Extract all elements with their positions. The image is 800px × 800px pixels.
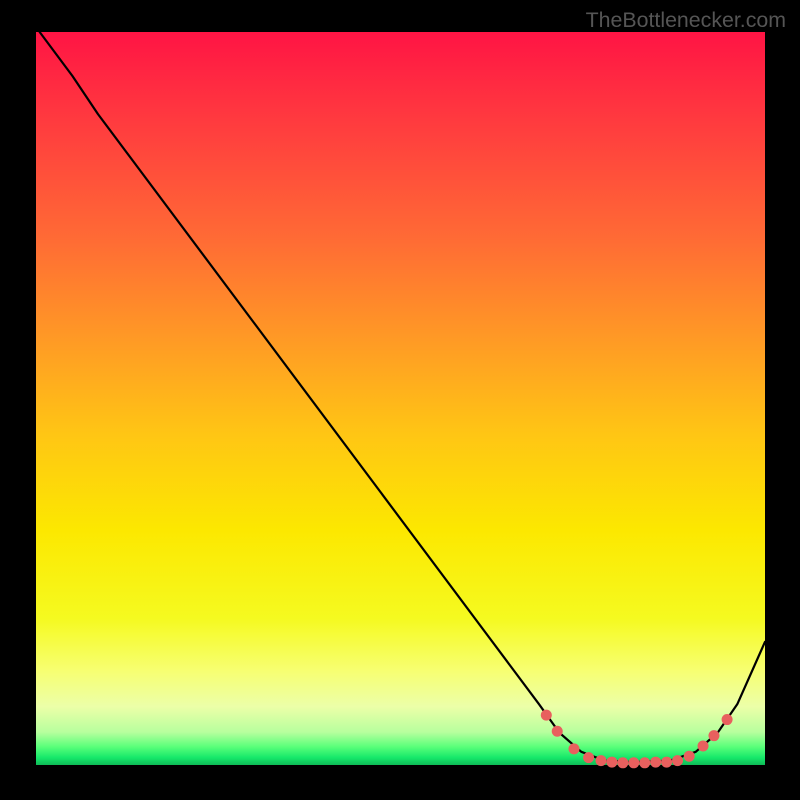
marker-dot [595,755,606,766]
marker-dot [569,743,580,754]
marker-dot [708,730,719,741]
marker-dot [672,755,683,766]
marker-dot [684,751,695,762]
bottleneck-line [40,32,765,762]
marker-dot [606,757,617,768]
marker-dot [698,740,709,751]
marker-dot [583,752,594,763]
marker-dot [661,757,672,768]
marker-dot [541,710,552,721]
marker-dot [650,757,661,768]
marker-dot [628,757,639,768]
marker-dot [639,757,650,768]
plot-area [36,32,765,765]
marker-dot [617,757,628,768]
bottleneck-curve-svg [36,32,765,765]
bottleneck-markers [541,710,733,769]
marker-dot [722,714,733,725]
marker-dot [552,726,563,737]
watermark-text: TheBottlenecker.com [586,8,786,33]
